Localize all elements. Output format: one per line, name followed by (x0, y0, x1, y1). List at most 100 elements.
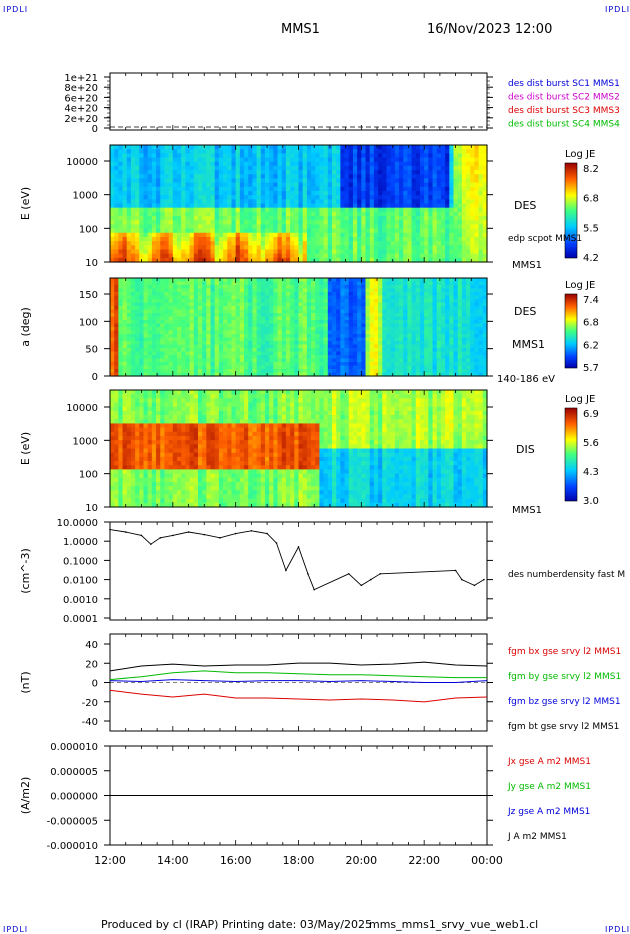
heatmap-cell (264, 216, 270, 221)
heatmap-cell (365, 199, 371, 205)
heatmap-cell (482, 153, 488, 159)
heatmap-cell (151, 316, 157, 321)
heatmap-cell (118, 292, 124, 297)
heatmap-cell (378, 182, 383, 188)
heatmap-cell (319, 355, 325, 360)
heatmap-cell (130, 313, 136, 318)
heatmap-cell (114, 365, 119, 370)
heatmap-cell (206, 344, 212, 349)
heatmap-cell (285, 351, 291, 356)
heatmap-cell (415, 161, 421, 167)
heatmap-cell (172, 358, 178, 363)
heatmap-cell (231, 288, 237, 293)
heatmap-cell (168, 351, 174, 356)
heatmap-cell (214, 358, 220, 363)
heatmap-cell (332, 249, 337, 255)
heatmap-cell (231, 330, 237, 335)
heatmap-cell (256, 330, 262, 335)
y-tick-label: 2e+20 (64, 114, 98, 125)
heatmap-cell (122, 253, 128, 259)
heatmap-cell (373, 199, 379, 205)
heatmap-cell (457, 195, 463, 200)
heatmap-cell (340, 174, 346, 180)
heatmap-cell (252, 211, 258, 217)
heatmap-cell (135, 323, 140, 328)
heatmap-cell (327, 203, 333, 209)
heatmap-cell (399, 170, 404, 175)
heatmap-cell (394, 207, 400, 213)
heatmap-cell (264, 309, 270, 314)
heatmap-cell (298, 323, 304, 328)
heatmap-cell (382, 145, 388, 150)
heatmap-cell (302, 149, 308, 154)
heatmap-cell (227, 320, 233, 325)
heatmap-cell (298, 316, 304, 321)
heatmap-cell (126, 344, 132, 349)
heatmap-cell (382, 372, 388, 377)
heatmap-cell (147, 195, 153, 200)
heatmap-cell (445, 327, 450, 332)
heatmap-cell (126, 228, 132, 234)
heatmap-cell (256, 316, 262, 321)
heatmap-cell (453, 207, 459, 213)
heatmap-cell (239, 327, 245, 332)
heatmap-cell (382, 216, 388, 221)
heatmap-cell (432, 330, 438, 335)
heatmap-cell (160, 207, 166, 213)
heatmap-cell (160, 358, 166, 363)
heatmap-cell (281, 292, 287, 297)
heatmap-cell (319, 313, 325, 318)
heatmap-cell (223, 341, 228, 346)
heatmap-cell (386, 228, 392, 234)
heatmap-cell (193, 236, 199, 242)
heatmap-cell (130, 211, 136, 217)
heatmap-cell (160, 369, 166, 374)
heatmap-cell (403, 241, 409, 246)
heatmap-cell (361, 337, 367, 342)
heatmap-cell (206, 153, 212, 159)
heatmap-cell (244, 245, 249, 251)
heatmap-cell (281, 327, 287, 332)
heatmap-cell (348, 157, 354, 163)
heatmap-cell (311, 344, 316, 349)
heatmap-cell (227, 145, 233, 150)
heatmap-cell (348, 186, 354, 192)
heatmap-cell (281, 299, 287, 304)
heatmap-cell (118, 199, 124, 205)
heatmap-cell (168, 323, 174, 328)
heatmap-cell (126, 174, 132, 180)
heatmap-cell (156, 278, 161, 283)
heatmap-cell (411, 341, 417, 346)
heatmap-cell (348, 253, 354, 259)
heatmap-cell (260, 170, 266, 175)
heatmap-cell (189, 161, 195, 167)
heatmap-cell (244, 257, 249, 263)
heatmap-cell (160, 249, 166, 255)
heatmap-cell (323, 170, 329, 175)
heatmap-cell (172, 306, 178, 311)
heatmap-cell (386, 207, 392, 213)
heatmap-cell (277, 199, 283, 205)
heatmap-cell (348, 170, 354, 175)
heatmap-cell (323, 365, 329, 370)
heatmap-cell (223, 299, 228, 304)
heatmap-cell (390, 302, 396, 307)
heatmap-cell (214, 327, 220, 332)
heatmap-cell (323, 182, 329, 188)
heatmap-cell (143, 186, 149, 192)
heatmap-cell (252, 334, 258, 339)
heatmap-cell (202, 351, 207, 356)
heatmap-cell (135, 203, 140, 209)
heatmap-cell (239, 186, 245, 192)
heatmap-cell (235, 182, 241, 188)
heatmap-cell (336, 145, 341, 150)
heatmap-cell (348, 224, 354, 230)
heatmap-cell (344, 292, 350, 297)
heatmap-cell (424, 295, 429, 300)
heatmap-cell (449, 145, 455, 150)
heatmap-cell (436, 178, 442, 184)
heatmap-cell (457, 257, 463, 263)
heatmap-cell (478, 224, 484, 230)
heatmap-cell (323, 161, 329, 167)
heatmap-cell (419, 351, 425, 356)
